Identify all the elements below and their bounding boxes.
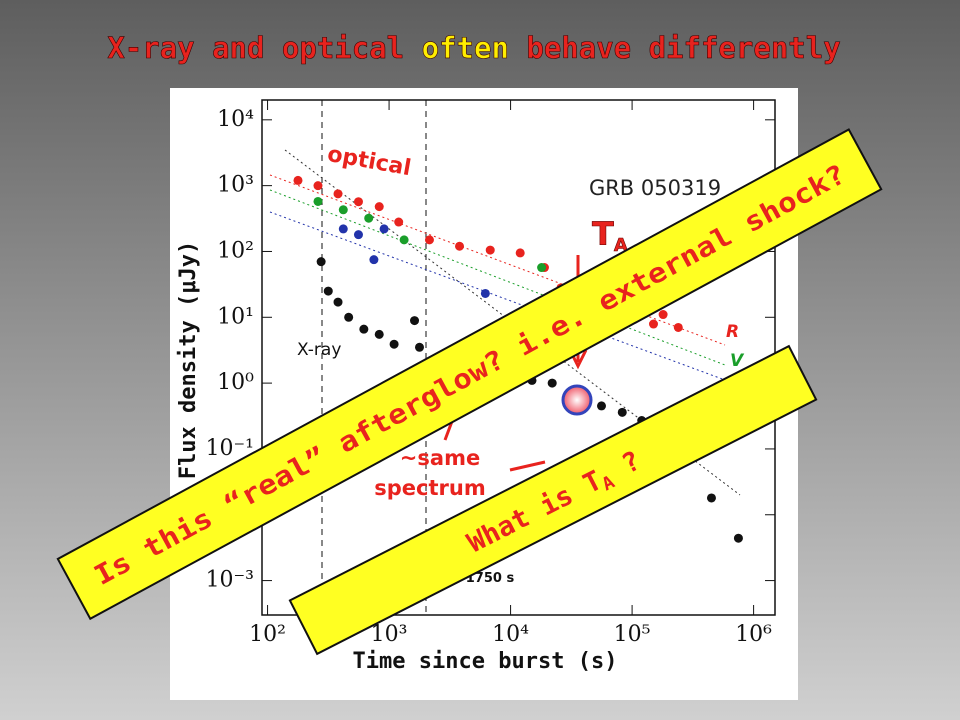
x-tick-label: 10⁴: [492, 622, 529, 647]
data-point: [480, 288, 490, 298]
x-tick-label: 10²: [249, 622, 286, 647]
data-point: [673, 322, 683, 332]
data-point: [338, 205, 348, 215]
y-axis-label: Flux density (μJy): [176, 241, 201, 479]
x-tick-label: 10⁵: [614, 622, 651, 647]
data-point: [338, 224, 348, 234]
ta-main: T: [592, 215, 614, 253]
data-point: [658, 310, 668, 320]
y-tick-label: 10³: [217, 173, 254, 198]
data-point: [596, 401, 606, 411]
fit-line: [269, 174, 726, 346]
y-tick-label: 10⁰: [217, 370, 254, 395]
data-point: [547, 378, 557, 388]
data-point: [410, 316, 420, 326]
data-point: [344, 312, 354, 322]
data-point: [323, 286, 333, 296]
y-tick-label: 10¹: [217, 304, 254, 329]
series-label: X-ray: [297, 340, 341, 360]
data-point: [617, 407, 627, 417]
data-point: [293, 175, 303, 185]
data-point: [414, 342, 424, 352]
y-tick-label: 10⁴: [217, 107, 254, 132]
fit-line: [269, 211, 726, 381]
arrow: [509, 460, 546, 472]
data-point: [353, 197, 363, 207]
data-point: [313, 181, 323, 191]
data-point: [369, 255, 379, 265]
ta-label: TA: [592, 215, 628, 256]
data-point: [333, 189, 343, 199]
y-tick-label: 10⁻³: [206, 568, 254, 593]
highlight-marker: [561, 384, 593, 416]
series-label: R: [726, 322, 739, 342]
plot: GRB 050319 optical 1750 s TA ~same spectr…: [176, 99, 776, 674]
data-point: [333, 297, 343, 307]
spectrum-label: ~same spectrum: [374, 446, 485, 500]
series-label: V: [730, 351, 745, 371]
data-point: [706, 493, 716, 503]
slide-title: X-ray and optical often behave different…: [107, 31, 840, 65]
data-point: [313, 196, 323, 206]
data-point: [537, 263, 547, 273]
title-highlight: often: [422, 31, 509, 65]
banner-box: [288, 344, 818, 656]
data-point: [374, 329, 384, 339]
data-point: [359, 324, 369, 334]
banner-box: [56, 128, 883, 621]
data-point: [353, 230, 363, 240]
y-tick-label: 10²: [217, 238, 254, 263]
data-point: [364, 213, 374, 223]
x-tick-label: 10⁶: [735, 622, 772, 647]
data-point: [379, 224, 389, 234]
data-point: [316, 257, 326, 267]
title-part: X-ray and optical: [107, 31, 421, 65]
data-point: [399, 235, 409, 245]
time-marker: 1750 s: [466, 571, 515, 586]
x-tick-label: 10³: [371, 622, 408, 647]
spectrum-line: ~same: [400, 446, 480, 470]
data-point: [394, 217, 404, 227]
data-point: [515, 248, 525, 258]
data-point: [648, 319, 658, 329]
title-part: behave differently: [509, 31, 841, 65]
data-point: [455, 241, 465, 251]
grb-label: GRB 050319: [589, 176, 721, 200]
fit-line: [269, 189, 726, 366]
spectrum-line: spectrum: [374, 476, 485, 500]
data-point: [424, 235, 434, 245]
data-point: [374, 202, 384, 212]
data-point: [389, 339, 399, 349]
x-axis-label: Time since burst (s): [353, 649, 618, 674]
data-point: [485, 245, 495, 255]
data-point: [733, 533, 743, 543]
